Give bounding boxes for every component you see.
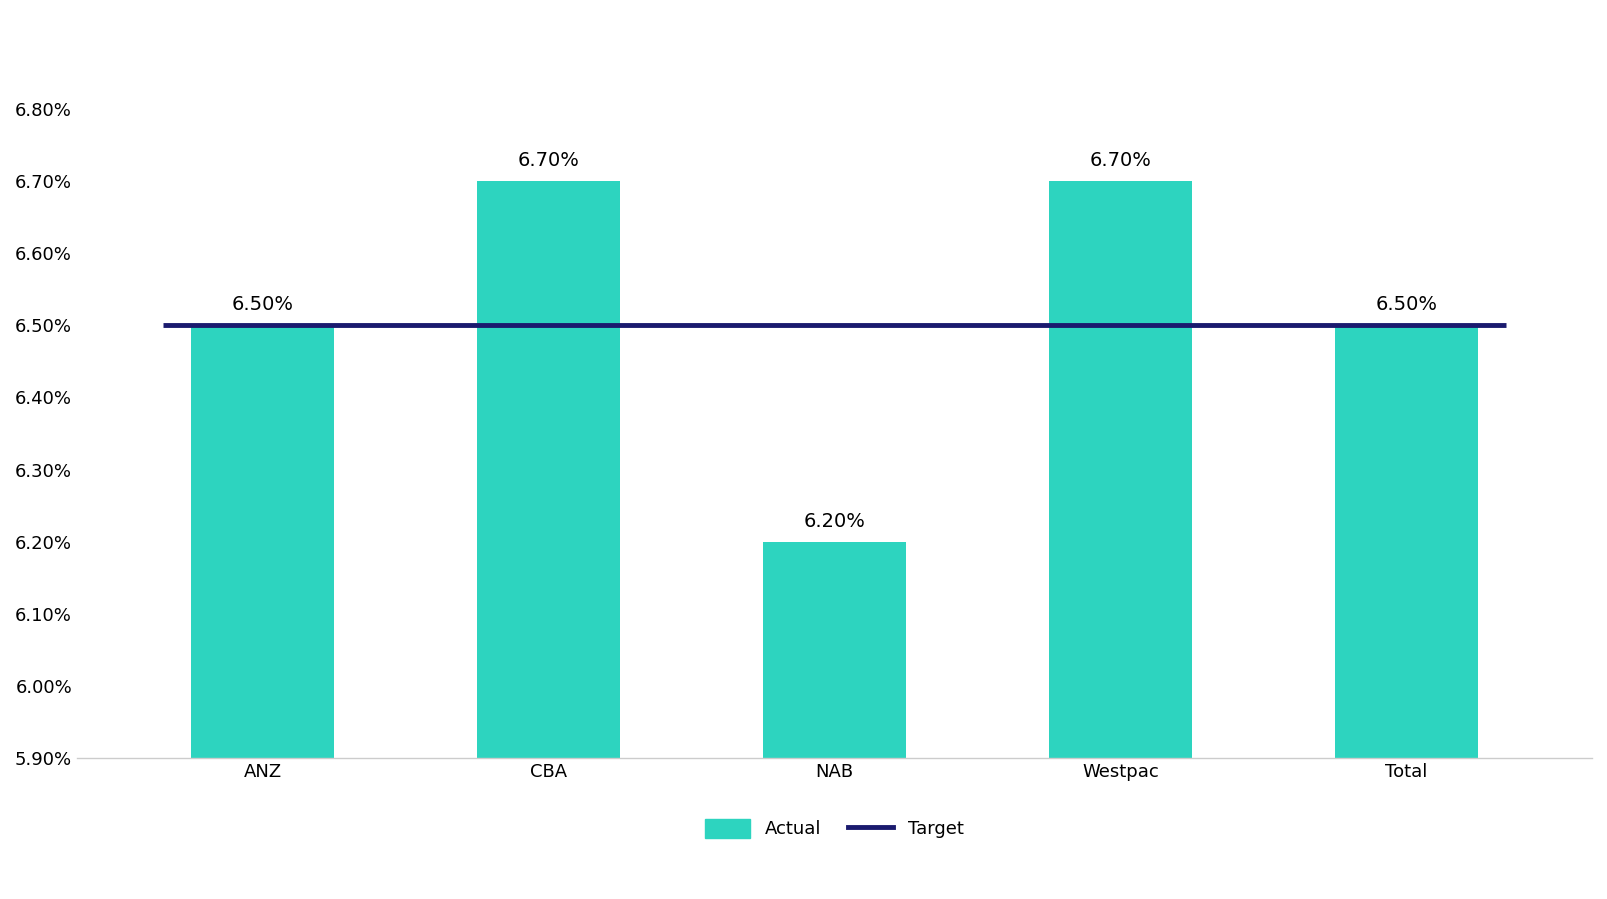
- Text: 6.50%: 6.50%: [1376, 296, 1437, 315]
- Bar: [477, 181, 620, 899]
- Bar: [763, 542, 906, 899]
- Bar: [1049, 181, 1192, 899]
- Legend: Actual, Target: Actual, Target: [697, 812, 971, 846]
- Text: 6.70%: 6.70%: [1090, 151, 1151, 170]
- Text: 6.70%: 6.70%: [517, 151, 580, 170]
- Bar: [1335, 325, 1478, 899]
- Text: 6.20%: 6.20%: [804, 512, 866, 530]
- Text: 6.50%: 6.50%: [231, 296, 294, 315]
- Bar: [191, 325, 334, 899]
